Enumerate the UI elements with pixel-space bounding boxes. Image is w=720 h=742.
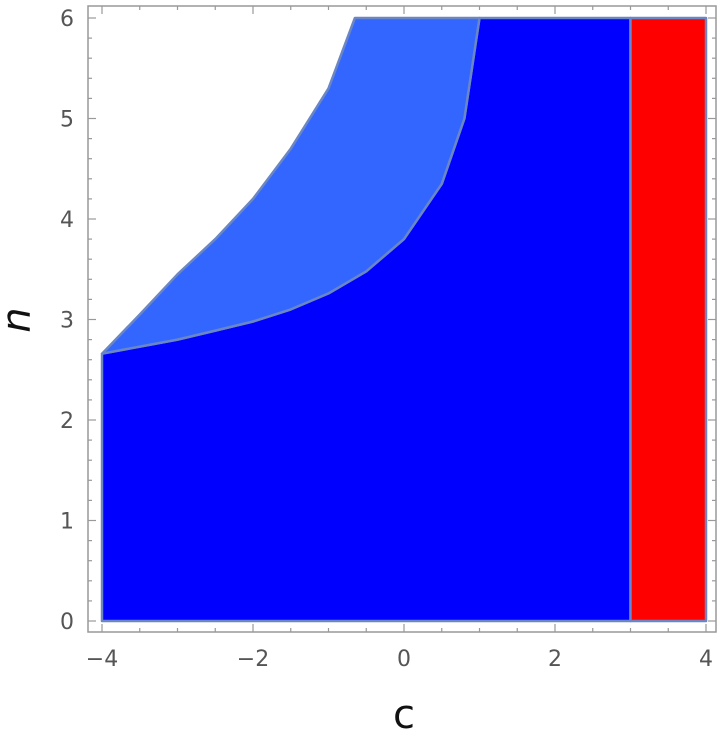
- x-axis-ticks: −4 −2 0 2 4: [86, 6, 713, 672]
- y-tick-label: 2: [60, 409, 74, 434]
- region-2: [629, 16, 708, 623]
- y-tick-label: 1: [60, 510, 74, 535]
- y-tick-label: 4: [60, 208, 74, 233]
- x-tick-label: 0: [397, 647, 411, 672]
- region-1: [100, 16, 481, 355]
- y-axis-ticks: 0 1 2 3 4 5 6: [60, 7, 716, 635]
- y-tick-label: 0: [60, 610, 74, 635]
- y-tick-label: 3: [60, 309, 74, 334]
- regions-layer: [100, 16, 708, 623]
- x-tick-label: 2: [548, 647, 562, 672]
- x-tick-label: −2: [237, 647, 269, 672]
- y-axis-title: n: [0, 307, 40, 332]
- x-axis-title: c: [393, 692, 415, 738]
- x-tick-label: −4: [86, 647, 118, 672]
- y-tick-label: 5: [60, 108, 74, 133]
- y-tick-label: 6: [60, 7, 74, 32]
- x-tick-label: 4: [699, 647, 713, 672]
